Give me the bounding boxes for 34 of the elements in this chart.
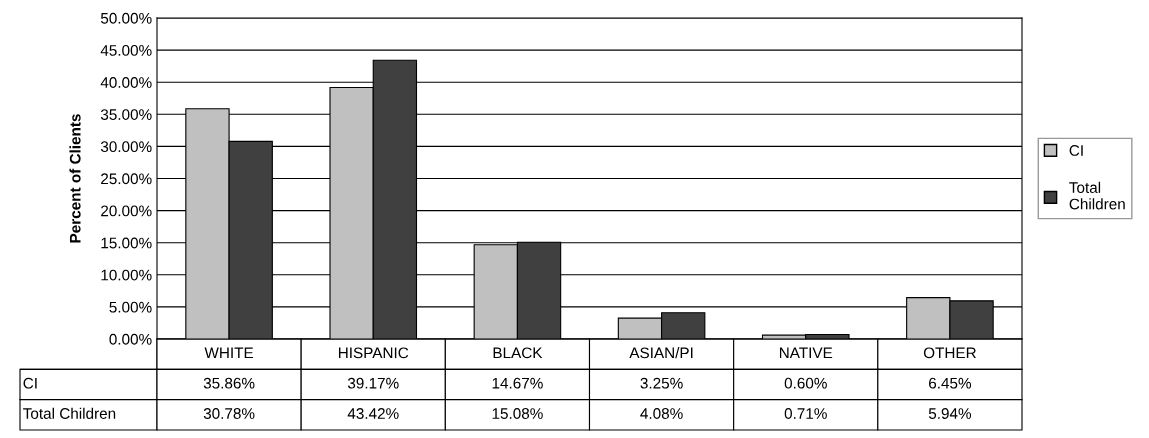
data-label: 6.45% [929,377,972,389]
legend-label: Total Children [1069,181,1125,210]
text: CI [23,377,37,389]
y-tick-label: 5.00% [109,301,152,313]
text: Total Children [23,407,116,419]
x-tick-label: ASIAN/PI [629,347,693,359]
data-label: 3.25% [640,377,683,389]
data-label: 39.17% [347,377,399,389]
x-tick-label: NATIVE [779,347,833,359]
data-label: 35.86% [203,377,255,389]
y-tick-label: 10.00% [101,269,152,281]
y-tick-label: 45.00% [100,44,152,56]
y-tick-label: 50.00% [100,12,152,24]
data-label: 30.78% [203,408,255,419]
x-tick-label: HISPANIC [338,347,409,359]
y-tick-label: 40.00% [100,77,152,88]
y-tick-label: 30.00% [100,141,152,153]
x-tick-label: OTHER [923,347,976,359]
x-tick-label: WHITE [204,347,254,359]
y-tick-label: 15.00% [101,237,152,249]
x-tick-label: BLACK [493,347,543,359]
legend-label: CI [1069,145,1083,156]
data-label: 4.08% [640,408,683,419]
data-label: 14.67% [492,377,543,389]
y-tick-label: 20.00% [101,205,152,217]
data-label: 0.60% [784,377,827,389]
y-tick-label: 25.00% [101,173,152,185]
y-axis-title: Percent of Clients [69,114,81,243]
data-label: 0.71% [784,408,827,419]
y-tick-label: 0.00% [109,333,152,345]
data-label: 5.94% [928,408,972,419]
data-label: 15.08% [492,408,543,419]
data-label: 43.42% [347,408,399,419]
y-tick-label: 35.00% [100,109,152,120]
